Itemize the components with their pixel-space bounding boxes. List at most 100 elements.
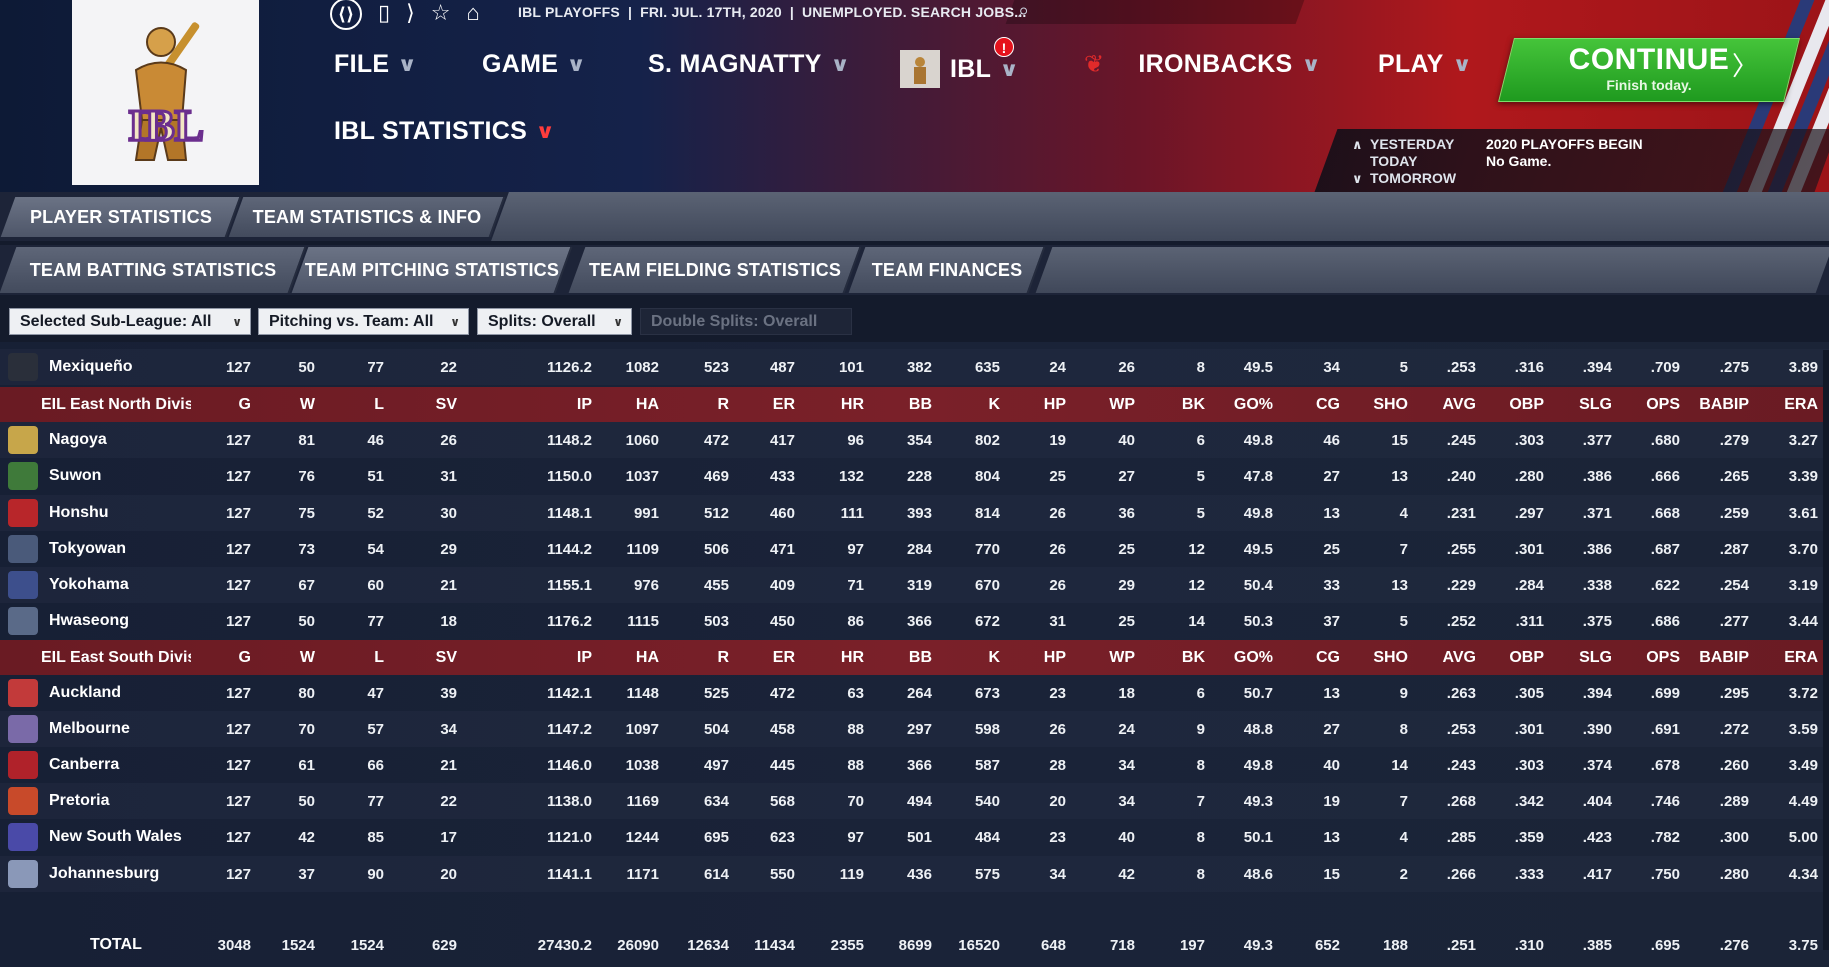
- column-header[interactable]: BB: [908, 648, 932, 666]
- column-header[interactable]: HA: [635, 648, 659, 666]
- team-logo-icon[interactable]: [8, 462, 38, 490]
- column-header[interactable]: IP: [576, 395, 592, 413]
- column-header[interactable]: IP: [576, 648, 592, 666]
- column-header[interactable]: CG: [1316, 648, 1340, 666]
- column-header[interactable]: BK: [1181, 395, 1205, 413]
- scrollbar[interactable]: [1823, 350, 1829, 950]
- table-row[interactable]: Auckland 127 80 47 39 1142.1 1148 525 472 63 264 67…: [0, 675, 1829, 711]
- menu-ibl[interactable]: IBL ∨: [900, 50, 1019, 88]
- tab-team-fielding[interactable]: TEAM FIELDING STATISTICS: [568, 247, 862, 293]
- column-header[interactable]: OBP: [1509, 395, 1544, 413]
- column-header[interactable]: G: [238, 648, 251, 666]
- column-header[interactable]: SHO: [1373, 395, 1408, 413]
- table-row[interactable]: Nagoya 127 81 46 26 1148.2 1060 472 417 96 354 802 1…: [0, 422, 1829, 458]
- column-header[interactable]: W: [299, 395, 315, 413]
- team-logo-icon[interactable]: [8, 499, 38, 527]
- day-tomorrow[interactable]: ∨ TOMORROW: [1352, 170, 1457, 186]
- tab-player-statistics[interactable]: PLAYER STATISTICS: [0, 197, 242, 237]
- table-row[interactable]: Canberra 127 61 66 21 1146.0 1038 497 445 88 366 58…: [0, 747, 1829, 783]
- column-header[interactable]: GO%: [1233, 648, 1273, 666]
- menu-game[interactable]: GAME ∨: [482, 50, 587, 78]
- column-header[interactable]: R: [717, 648, 729, 666]
- team-name[interactable]: Mexiqueño: [49, 358, 133, 375]
- team-name[interactable]: Honshu: [49, 504, 109, 521]
- column-header[interactable]: BB: [908, 395, 932, 413]
- day-yesterday[interactable]: ∧ YESTERDAY: [1352, 136, 1455, 152]
- alert-badge[interactable]: !: [994, 37, 1014, 57]
- column-header[interactable]: WP: [1109, 648, 1135, 666]
- column-header[interactable]: SV: [435, 648, 457, 666]
- team-logo-icon[interactable]: [8, 571, 38, 599]
- menu-file[interactable]: FILE ∨: [334, 50, 418, 78]
- column-header[interactable]: AVG: [1442, 395, 1476, 413]
- crumb-status[interactable]: UNEMPLOYED. SEARCH JOBS...: [801, 4, 1027, 20]
- tab-team-batting[interactable]: TEAM BATTING STATISTICS: [0, 247, 307, 293]
- table-row[interactable]: Johannesburg 127 37 90 20 1141.1 1171 614 550 119…: [0, 856, 1829, 892]
- table-row[interactable]: Pretoria 127 50 77 22 1138.0 1169 634 568 70 494 54…: [0, 783, 1829, 819]
- star-icon[interactable]: ☆: [430, 0, 451, 25]
- team-logo-icon[interactable]: [8, 787, 38, 815]
- tab-team-statistics-info[interactable]: TEAM STATISTICS & INFO: [228, 197, 506, 237]
- table-row[interactable]: Tokyowan 127 73 54 29 1144.2 1109 506 471 97 284 77…: [0, 531, 1829, 567]
- team-name[interactable]: New South Wales: [49, 828, 182, 845]
- column-header[interactable]: OBP: [1509, 648, 1544, 666]
- team-logo-icon[interactable]: [8, 823, 38, 851]
- column-header[interactable]: HR: [840, 395, 864, 413]
- search-icon[interactable]: ⌕: [1018, 0, 1030, 22]
- table-row[interactable]: New South Wales 127 42 85 17 1121.0 1244 695 623…: [0, 819, 1829, 855]
- menu-team[interactable]: ❦ IRONBACKS ∨: [1084, 50, 1321, 78]
- column-header[interactable]: W: [299, 648, 315, 666]
- tab-team-pitching[interactable]: TEAM PITCHING STATISTICS: [291, 247, 573, 293]
- team-logo-icon[interactable]: [8, 426, 38, 454]
- menu-ibl-statistics[interactable]: IBL STATISTICS ∨: [334, 117, 556, 145]
- crumb-league[interactable]: IBL PLAYOFFS: [518, 4, 620, 20]
- column-header[interactable]: ERA: [1784, 395, 1818, 413]
- search-bar[interactable]: [1005, 0, 1305, 24]
- column-header[interactable]: HP: [1043, 395, 1066, 413]
- filter-splits[interactable]: Splits: Overall ∨: [477, 308, 632, 335]
- league-logo[interactable]: IBL: [72, 0, 259, 185]
- team-name[interactable]: Pretoria: [49, 792, 110, 809]
- column-header[interactable]: BABIP: [1699, 648, 1749, 666]
- column-header[interactable]: SLG: [1579, 395, 1612, 413]
- column-header[interactable]: HR: [840, 648, 864, 666]
- column-header[interactable]: K: [988, 395, 1000, 413]
- team-logo-icon[interactable]: [8, 679, 38, 707]
- team-name[interactable]: Melbourne: [49, 720, 130, 737]
- table-row[interactable]: Melbourne 127 70 57 34 1147.2 1097 504 458 88 297 5…: [0, 711, 1829, 747]
- tab-team-finances[interactable]: TEAM FINANCES: [848, 247, 1046, 293]
- column-header[interactable]: ER: [772, 395, 795, 413]
- team-name[interactable]: Hwaseong: [49, 612, 130, 629]
- team-logo-icon[interactable]: [8, 353, 38, 381]
- column-header[interactable]: WP: [1109, 395, 1135, 413]
- column-header[interactable]: K: [988, 648, 1000, 666]
- column-header[interactable]: ER: [772, 648, 795, 666]
- filter-sub-league[interactable]: Selected Sub-League: All ∨: [9, 308, 251, 335]
- table-row[interactable]: Hwaseong 127 50 77 18 1176.2 1115 503 450 86 366 67…: [0, 603, 1829, 639]
- bookmark-icon[interactable]: ▯: [378, 0, 391, 25]
- table-row[interactable]: Suwon 127 76 51 31 1150.0 1037 469 433 132 228 804 2…: [0, 458, 1829, 494]
- team-name[interactable]: Yokohama: [49, 576, 129, 593]
- team-name[interactable]: Johannesburg: [49, 865, 160, 882]
- column-header[interactable]: L: [374, 395, 384, 413]
- team-logo-icon[interactable]: [8, 535, 38, 563]
- column-header[interactable]: CG: [1316, 395, 1340, 413]
- back-forward-icon[interactable]: ⟨⟩: [330, 0, 362, 30]
- column-header[interactable]: L: [374, 648, 384, 666]
- column-header[interactable]: SHO: [1373, 648, 1408, 666]
- filter-pitching-vs-team[interactable]: Pitching vs. Team: All ∨: [258, 308, 469, 335]
- team-name[interactable]: Auckland: [49, 684, 122, 701]
- column-header[interactable]: OPS: [1646, 395, 1680, 413]
- column-header[interactable]: BABIP: [1699, 395, 1749, 413]
- column-header[interactable]: HA: [635, 395, 659, 413]
- table-row[interactable]: Yokohama 127 67 60 21 1155.1 976 455 409 71 319 670…: [0, 567, 1829, 603]
- column-header[interactable]: ERA: [1784, 648, 1818, 666]
- column-header[interactable]: GO%: [1233, 395, 1273, 413]
- menu-play[interactable]: PLAY ∨: [1378, 50, 1472, 78]
- forward-icon[interactable]: ⟩: [406, 0, 415, 25]
- continue-button[interactable]: CONTINUE Finish today. 〉: [1506, 38, 1792, 102]
- column-header[interactable]: OPS: [1646, 648, 1680, 666]
- team-logo-icon[interactable]: [8, 715, 38, 743]
- team-name[interactable]: Tokyowan: [49, 540, 127, 557]
- column-header[interactable]: SV: [435, 395, 457, 413]
